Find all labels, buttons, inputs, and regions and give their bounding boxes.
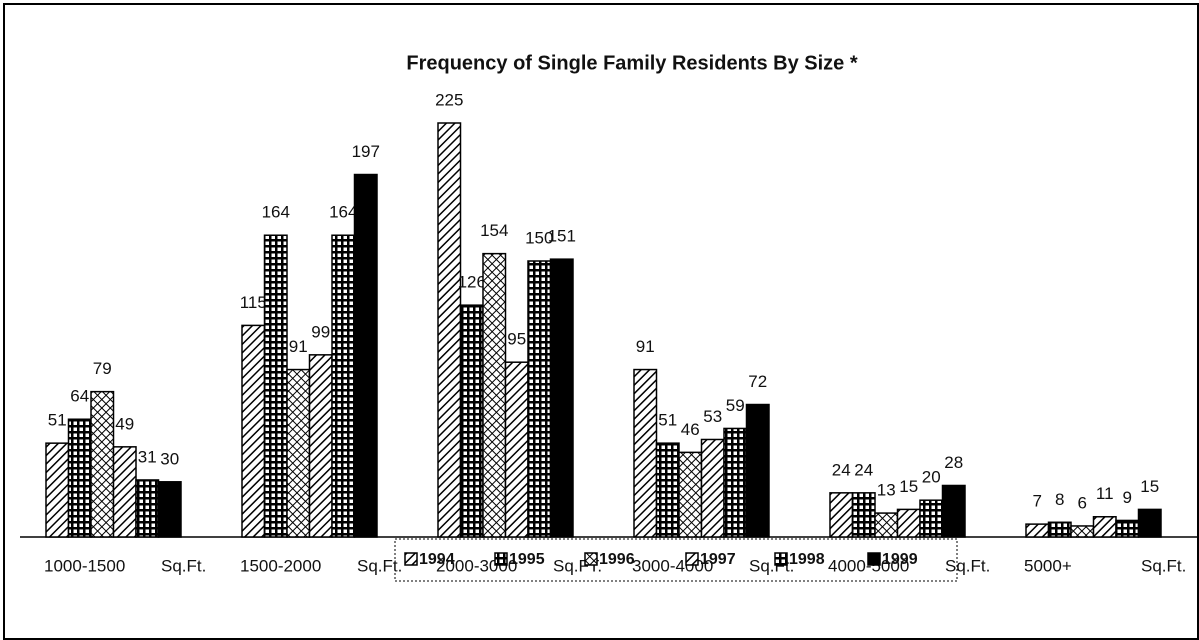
bar (655, 442, 680, 538)
value-label: 20 (922, 468, 941, 487)
value-label: 126 (458, 273, 486, 292)
bar (504, 361, 529, 538)
x-tick-unit: Sq.Ft. (945, 556, 990, 575)
value-label: 115 (240, 293, 267, 312)
legend-label: 1996 (599, 551, 635, 568)
frame (3, 3, 1199, 640)
bar (135, 479, 160, 538)
bar (1092, 516, 1117, 538)
value-label: 59 (726, 396, 745, 415)
value-label: 6 (1078, 493, 1087, 512)
value-label: 13 (877, 481, 896, 500)
value-label: 8 (1055, 490, 1064, 509)
bar (437, 122, 462, 538)
value-label: 225 (435, 90, 463, 109)
value-label: 72 (748, 372, 767, 391)
legend-label: 1995 (509, 551, 545, 568)
x-tick-label: 4000-5000 (828, 556, 909, 575)
bar (829, 492, 854, 538)
value-label: 24 (832, 460, 851, 479)
legend-swatch (685, 552, 699, 566)
bar (919, 499, 944, 538)
value-label: 46 (681, 420, 700, 439)
bar (678, 451, 703, 538)
bar (353, 173, 378, 538)
bar (263, 234, 288, 538)
bar (241, 324, 266, 538)
bar (308, 354, 333, 538)
legend-label: 1999 (882, 551, 918, 568)
legend-label: 1997 (700, 551, 736, 568)
bar (112, 446, 137, 538)
value-label: 197 (352, 142, 380, 161)
bar (67, 418, 92, 538)
bar (941, 484, 966, 538)
value-label: 154 (480, 221, 508, 240)
value-label: 28 (944, 453, 963, 472)
value-label: 99 (311, 322, 330, 341)
value-label: 51 (658, 411, 677, 430)
bar (1025, 523, 1050, 538)
bar (745, 403, 770, 538)
bar (549, 258, 574, 538)
legend-swatch (584, 552, 598, 566)
value-label: 9 (1123, 488, 1132, 507)
x-tick-label: 5000+ (1024, 556, 1072, 575)
value-label: 31 (138, 447, 157, 466)
x-tick-unit: Sq.Ft. (1141, 556, 1186, 575)
value-label: 79 (93, 359, 112, 378)
value-label: 24 (854, 460, 873, 479)
bar (90, 390, 115, 538)
bar (851, 492, 876, 538)
chart-title: Frequency of Single Family Residents By … (406, 52, 857, 74)
x-tick-unit: Sq.Ft. (357, 556, 402, 575)
legend-box (394, 538, 958, 582)
value-label: 11 (1096, 484, 1114, 503)
bar (896, 508, 921, 538)
bar (633, 368, 658, 538)
bar (1115, 519, 1140, 538)
bar (1047, 521, 1072, 538)
value-label: 51 (48, 411, 67, 430)
legend-swatch (867, 552, 881, 566)
value-label: 150 (525, 228, 553, 247)
bar (527, 260, 552, 538)
legend-swatch (404, 552, 418, 566)
x-tick-unit: Sq.Ft. (161, 556, 206, 575)
bar (459, 304, 484, 538)
bar (874, 512, 899, 538)
value-label: 164 (329, 203, 357, 222)
x-tick-label: 1500-2000 (240, 556, 321, 575)
legend-swatch (494, 552, 508, 566)
legend-label: 1994 (419, 551, 455, 568)
value-label: 15 (899, 477, 918, 496)
value-label: 49 (115, 414, 134, 433)
value-label: 91 (636, 337, 655, 356)
legend-swatch (774, 552, 788, 566)
bar (700, 438, 725, 538)
value-label: 15 (1140, 477, 1159, 496)
value-label: 53 (703, 407, 722, 426)
bar (1070, 525, 1095, 538)
bar (482, 252, 507, 538)
value-label: 95 (507, 330, 526, 349)
bar (723, 427, 748, 538)
bar (45, 442, 70, 538)
bar (1137, 508, 1162, 538)
bar (157, 481, 182, 538)
legend-label: 1998 (789, 551, 825, 568)
bar (286, 368, 311, 538)
value-label: 30 (160, 449, 179, 468)
value-label: 151 (548, 227, 576, 246)
value-label: 91 (289, 337, 308, 356)
x-tick-label: 1000-1500 (44, 556, 125, 575)
bar (331, 234, 356, 538)
value-label: 7 (1033, 492, 1042, 511)
value-label: 64 (70, 387, 89, 406)
value-label: 164 (262, 203, 290, 222)
